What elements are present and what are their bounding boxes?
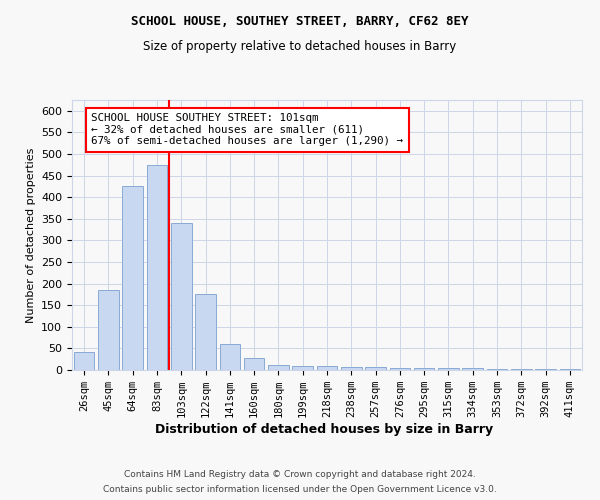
Bar <box>244 358 265 370</box>
Bar <box>122 186 143 370</box>
Text: Size of property relative to detached houses in Barry: Size of property relative to detached ho… <box>143 40 457 53</box>
Bar <box>535 369 556 370</box>
Bar <box>438 368 459 370</box>
Text: SCHOOL HOUSE SOUTHEY STREET: 101sqm
← 32% of detached houses are smaller (611)
6: SCHOOL HOUSE SOUTHEY STREET: 101sqm ← 32… <box>91 113 403 146</box>
Bar <box>414 368 434 370</box>
Text: Contains public sector information licensed under the Open Government Licence v3: Contains public sector information licen… <box>103 485 497 494</box>
Y-axis label: Number of detached properties: Number of detached properties <box>26 148 35 322</box>
Bar <box>511 368 532 370</box>
Bar <box>98 290 119 370</box>
Text: SCHOOL HOUSE, SOUTHEY STREET, BARRY, CF62 8EY: SCHOOL HOUSE, SOUTHEY STREET, BARRY, CF6… <box>131 15 469 28</box>
Bar <box>195 294 216 370</box>
Bar <box>560 369 580 370</box>
Bar <box>171 223 191 370</box>
Bar <box>268 365 289 370</box>
Bar <box>365 368 386 370</box>
Bar <box>317 366 337 370</box>
Bar <box>220 344 240 370</box>
Bar <box>292 366 313 370</box>
Bar <box>341 367 362 370</box>
Text: Contains HM Land Registry data © Crown copyright and database right 2024.: Contains HM Land Registry data © Crown c… <box>124 470 476 479</box>
Bar <box>74 352 94 370</box>
Text: Distribution of detached houses by size in Barry: Distribution of detached houses by size … <box>155 422 493 436</box>
Bar <box>487 368 508 370</box>
Bar <box>463 368 483 370</box>
Bar <box>146 165 167 370</box>
Bar <box>389 368 410 370</box>
